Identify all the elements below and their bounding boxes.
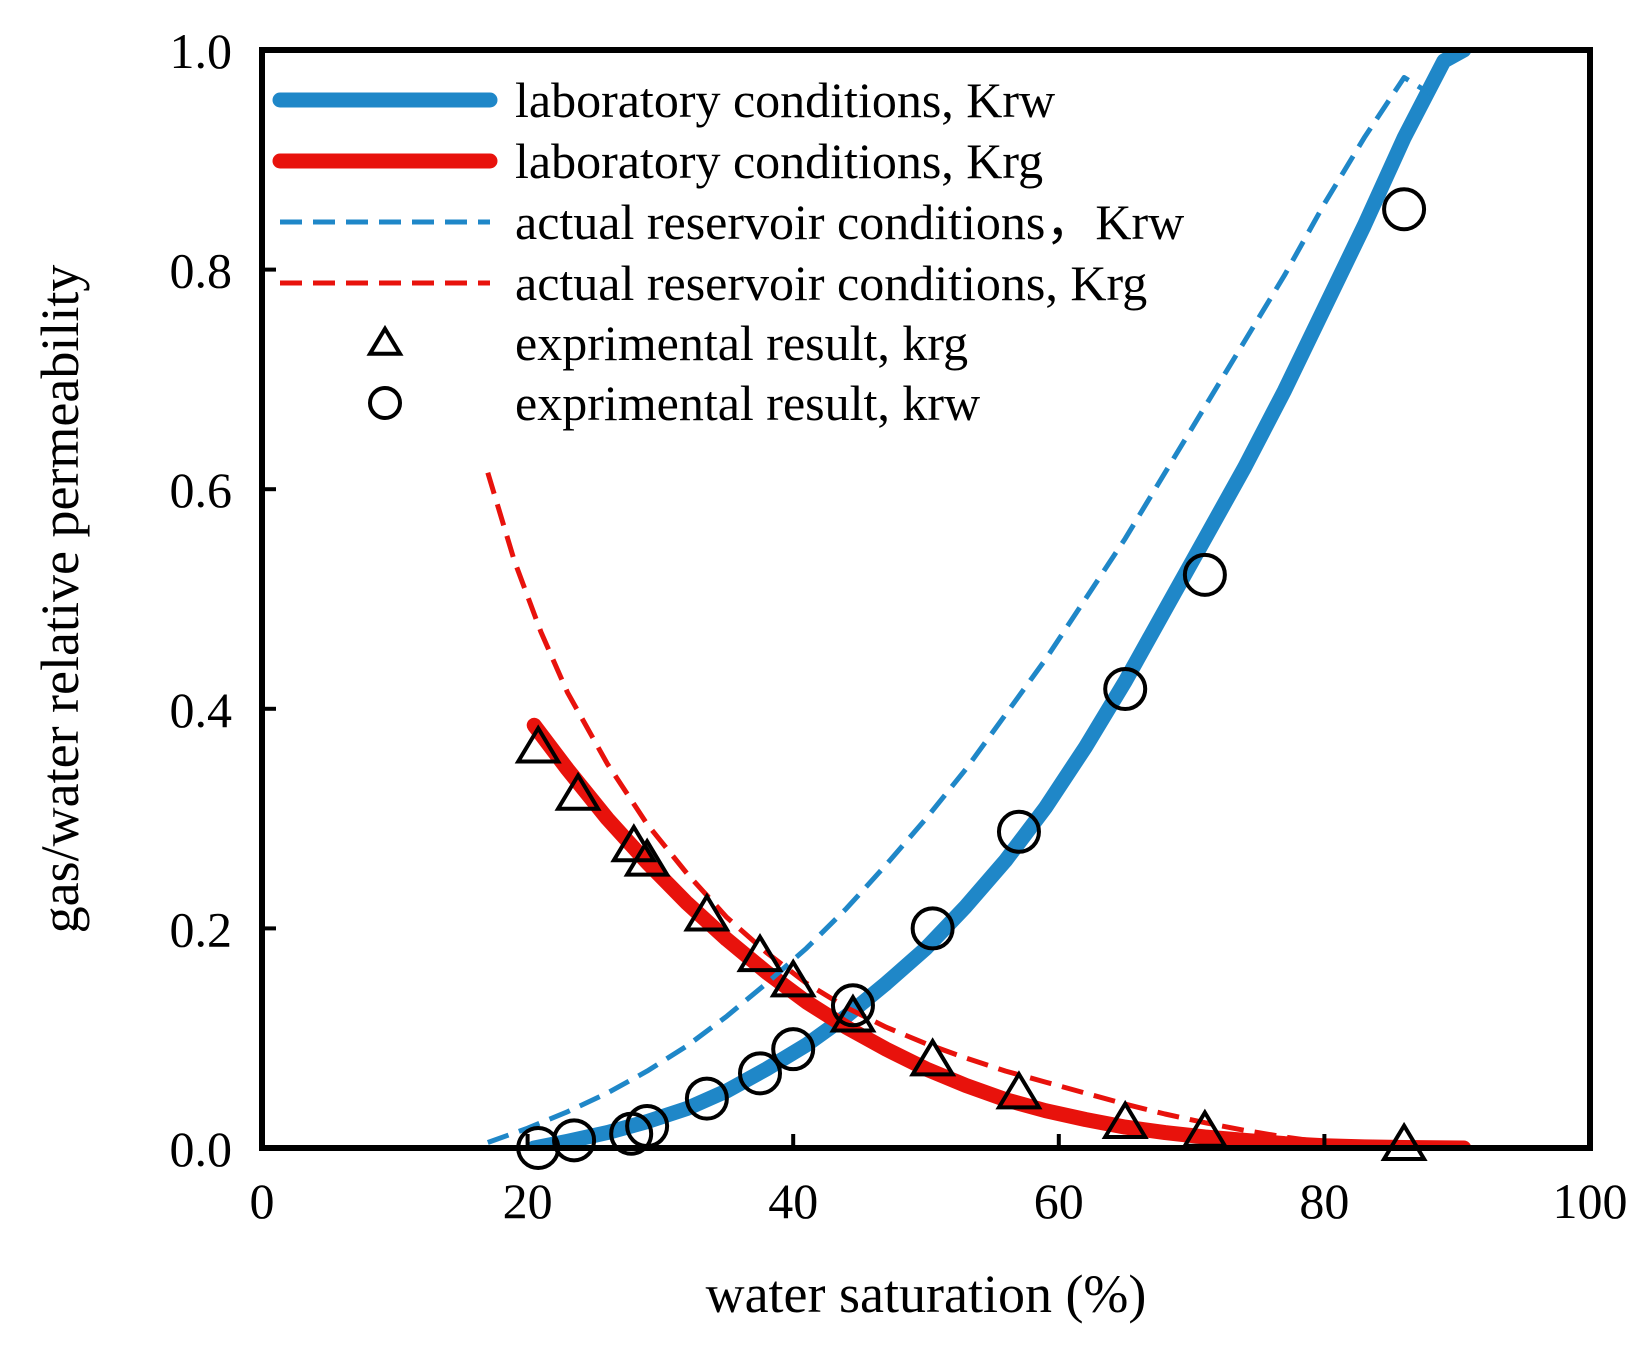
- data-point-circle: [910, 906, 955, 951]
- legend-label-0: laboratory conditions, Krw: [515, 72, 1055, 128]
- series-layer: [485, 50, 1472, 1170]
- y-tick-label: 0.4: [170, 682, 233, 738]
- series-line-0: [526, 50, 1472, 1148]
- data-point-triangle: [623, 837, 671, 877]
- data-point-triangle: [1101, 1099, 1149, 1139]
- data-point-triangle: [769, 958, 817, 998]
- y-axis-label: gas/water relative permeability: [30, 265, 90, 934]
- data-point-triangle: [736, 932, 784, 973]
- data-point-triangle: [514, 724, 562, 764]
- data-point-circle: [1182, 552, 1227, 597]
- series-line-1: [526, 717, 1472, 1148]
- legend-label-3: actual reservoir conditions, Krg: [515, 255, 1147, 311]
- legend-label-2: actual reservoir conditions，Krw: [515, 194, 1184, 250]
- x-tick-label: 60: [1034, 1173, 1084, 1229]
- data-point-circle: [996, 809, 1041, 854]
- legend-swatch-4: [366, 324, 404, 356]
- data-point-circle: [1103, 667, 1148, 712]
- data-point-triangle: [1380, 1121, 1428, 1161]
- legend-label-5: exprimental result, krw: [515, 375, 980, 431]
- x-tick-label: 80: [1299, 1173, 1349, 1229]
- x-tick-label: 100: [1553, 1173, 1628, 1229]
- data-point-circle: [684, 1076, 729, 1121]
- data-point-circle: [771, 1027, 816, 1072]
- data-point-triangle: [995, 1070, 1043, 1110]
- y-tick-label: 0.6: [170, 462, 233, 518]
- y-tick-label: 0.2: [170, 901, 233, 957]
- data-point-circle: [738, 1051, 782, 1096]
- data-point-circle: [1382, 187, 1427, 232]
- x-axis-label: water saturation (%): [706, 1264, 1147, 1324]
- data-point-triangle: [829, 993, 877, 1033]
- legend-label-4: exprimental result, krg: [515, 315, 968, 371]
- legend-swatch-5: [368, 386, 402, 420]
- y-tick-label: 0.0: [170, 1121, 233, 1177]
- legend-label-1: laboratory conditions, Krg: [515, 133, 1043, 189]
- data-point-triangle: [554, 771, 602, 811]
- series-line-3: [485, 471, 1431, 1148]
- x-tick-label: 40: [768, 1173, 818, 1229]
- data-point-triangle: [683, 892, 731, 932]
- data-point-circle: [552, 1118, 597, 1163]
- plot-area-frame: [259, 47, 1593, 1151]
- axis-ticks: 0 20 40 60 80 100 0.0 0.2 0.4 0.6 0.8 1.0: [170, 23, 1628, 1229]
- x-tick-label: 20: [503, 1173, 553, 1229]
- y-tick-label: 1.0: [170, 23, 233, 79]
- data-point-circle: [830, 983, 875, 1028]
- data-point-triangle: [909, 1037, 957, 1077]
- x-tick-label: 0: [250, 1173, 275, 1229]
- y-tick-label: 0.8: [170, 243, 233, 299]
- series-line-2: [486, 75, 1432, 1145]
